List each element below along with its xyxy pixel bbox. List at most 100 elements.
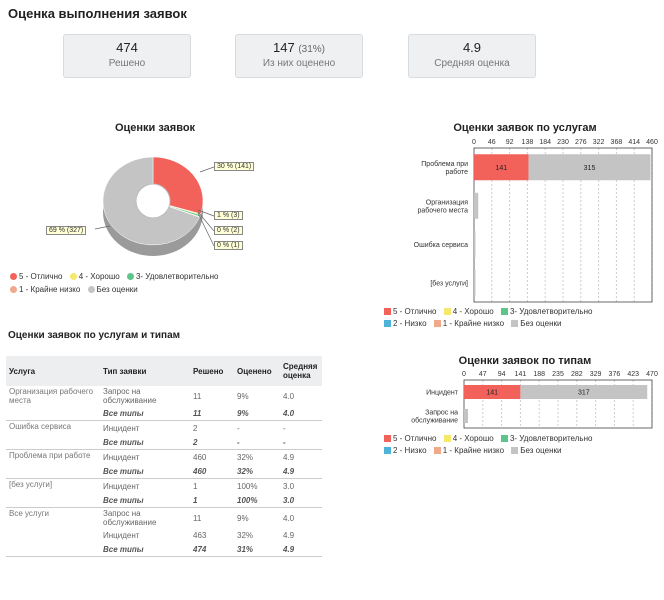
table-row: Проблема при работе Инцидент 460 32% 4.9 bbox=[6, 450, 322, 465]
bar-none[interactable] bbox=[474, 192, 479, 219]
table-total-row: Все типы 460 32% 4.9 bbox=[6, 464, 322, 479]
pie-hole bbox=[135, 183, 171, 219]
x-tick-label: 376 bbox=[609, 371, 621, 378]
cell-service: Организация рабочего места bbox=[9, 387, 94, 405]
stat-rated: 147 (31%) Из них оценено bbox=[235, 34, 363, 78]
cell-solved: 11 bbox=[193, 513, 202, 523]
x-tick-label: 414 bbox=[628, 139, 640, 146]
pie-callout-excellent: 30 % (141) bbox=[214, 162, 255, 171]
legend-very-low: 1 - Крайне низко bbox=[433, 319, 504, 328]
bar-excellent[interactable] bbox=[474, 154, 529, 181]
cell-type: Инцидент bbox=[103, 452, 140, 462]
x-tick-label: 184 bbox=[539, 139, 551, 146]
table-total-row: Все типы 474 31% 4.9 bbox=[6, 542, 322, 557]
cell-rated: 9% bbox=[237, 391, 249, 401]
plot-frame bbox=[463, 379, 653, 429]
legend-good: 4 - Хорошо bbox=[443, 434, 494, 443]
cell-service bbox=[6, 406, 100, 421]
x-tick-label: 322 bbox=[593, 139, 605, 146]
category-label: Инцидент bbox=[426, 390, 459, 397]
pie-callout-satisfactory: 1 % (3) bbox=[214, 211, 243, 220]
cell-type: Запрос на обслуживание bbox=[103, 387, 157, 405]
category-label: [без услуги] bbox=[430, 279, 468, 287]
stat-solved-value: 474 bbox=[116, 40, 138, 55]
stat-average: 4.9 Средняя оценка bbox=[408, 34, 536, 78]
cell-rated: 9% bbox=[237, 513, 249, 523]
stat-average-label: Средняя оценка bbox=[434, 58, 510, 69]
cell-type: Все типы bbox=[100, 542, 190, 557]
pie-legend: 5 - Отлично 4 - Хорошо 3- Удовлетворител… bbox=[10, 272, 223, 294]
table-row: Все услуги Запрос на обслуживание 11 9% 4.0 bbox=[6, 508, 322, 529]
bar-none[interactable] bbox=[474, 269, 476, 296]
cell-solved: 474 bbox=[190, 542, 234, 557]
cell-type: Инцидент bbox=[103, 423, 140, 433]
legend-very-low: 1 - Крайне низко bbox=[433, 446, 504, 455]
col-header-type[interactable]: Тип заявки bbox=[100, 356, 190, 386]
col-header-solved[interactable]: Решено bbox=[190, 356, 234, 386]
col-header-average[interactable]: Средняя оценка bbox=[280, 356, 322, 386]
cell-average: 3.0 bbox=[280, 493, 322, 508]
table-total-row: Все типы 11 9% 4.0 bbox=[6, 406, 322, 421]
cell-service bbox=[6, 528, 100, 542]
x-tick-label: 92 bbox=[506, 139, 514, 146]
x-tick-label: 423 bbox=[627, 371, 639, 378]
col-header-rated[interactable]: Оценено bbox=[234, 356, 280, 386]
x-tick-label: 94 bbox=[498, 371, 506, 378]
services-legend: 5 - Отлично 4 - Хорошо 3- Удовлетворител… bbox=[384, 307, 597, 328]
stat-average-value: 4.9 bbox=[462, 40, 482, 55]
legend-none: Без оценки bbox=[511, 446, 561, 455]
plot-frame bbox=[473, 147, 653, 303]
cell-solved: 2 bbox=[190, 435, 234, 450]
cell-solved: 460 bbox=[190, 464, 234, 479]
bar-none[interactable] bbox=[464, 409, 468, 423]
category-label: Ошибка сервиса bbox=[414, 241, 468, 249]
table-title: Оценки заявок по услугам и типам bbox=[8, 330, 181, 341]
cell-service: Ошибка сервиса bbox=[9, 422, 72, 431]
cell-solved: 11 bbox=[193, 391, 202, 401]
cell-solved: 463 bbox=[193, 530, 207, 540]
cell-type: Запрос на обслуживание bbox=[103, 509, 157, 527]
cell-service bbox=[6, 493, 100, 508]
x-tick-label: 368 bbox=[611, 139, 623, 146]
cell-rated: 32% bbox=[237, 530, 254, 540]
cell-average: 3.0 bbox=[283, 481, 295, 491]
cell-average: 4.0 bbox=[283, 513, 295, 523]
bar-value-label: 317 bbox=[578, 390, 590, 397]
legend-none: Без оценки bbox=[511, 319, 561, 328]
bar-none[interactable] bbox=[474, 231, 476, 258]
bar-excellent[interactable] bbox=[464, 385, 521, 399]
bar-none[interactable] bbox=[528, 154, 651, 181]
x-tick-label: 141 bbox=[515, 371, 527, 378]
bar-none[interactable] bbox=[520, 385, 648, 399]
cell-type: Инцидент bbox=[103, 530, 140, 540]
bar-value-label: 315 bbox=[584, 165, 596, 172]
pie-chart bbox=[102, 156, 204, 256]
table-total-row: Все типы 1 100% 3.0 bbox=[6, 493, 322, 508]
cell-service: [без услуги] bbox=[9, 480, 53, 489]
col-header-service[interactable]: Услуга bbox=[6, 356, 100, 386]
category-label: работе bbox=[445, 168, 468, 176]
legend-satisfactory: 3- Удовлетворительно bbox=[500, 434, 592, 443]
x-tick-label: 47 bbox=[479, 371, 487, 378]
cell-rated: 9% bbox=[234, 406, 280, 421]
x-tick-label: 470 bbox=[646, 371, 658, 378]
cell-rated: - bbox=[234, 435, 280, 450]
pie-callout-none: 69 % (327) bbox=[46, 226, 87, 235]
types-legend: 5 - Отлично 4 - Хорошо 3- Удовлетворител… bbox=[384, 434, 597, 455]
stat-rated-percent: (31%) bbox=[298, 44, 325, 55]
x-tick-label: 0 bbox=[462, 371, 466, 378]
cell-solved: 460 bbox=[193, 452, 207, 462]
cell-average: - bbox=[280, 435, 322, 450]
table-row: [без услуги] Инцидент 1 100% 3.0 bbox=[6, 479, 322, 494]
cell-average: 4.9 bbox=[280, 464, 322, 479]
legend-low: 2 - Низко bbox=[384, 446, 427, 455]
pie-callout-good: 0 % (2) bbox=[214, 226, 243, 235]
stat-rated-value: 147 bbox=[272, 40, 295, 55]
legend-satisfactory: 3- Удовлетворительно bbox=[500, 307, 592, 316]
x-tick-label: 138 bbox=[522, 139, 534, 146]
cell-average: 4.9 bbox=[283, 530, 295, 540]
x-tick-label: 0 bbox=[472, 139, 476, 146]
cell-rated: - bbox=[237, 423, 240, 433]
category-label: Проблема при bbox=[421, 160, 468, 168]
category-label: Запрос на bbox=[425, 410, 458, 417]
